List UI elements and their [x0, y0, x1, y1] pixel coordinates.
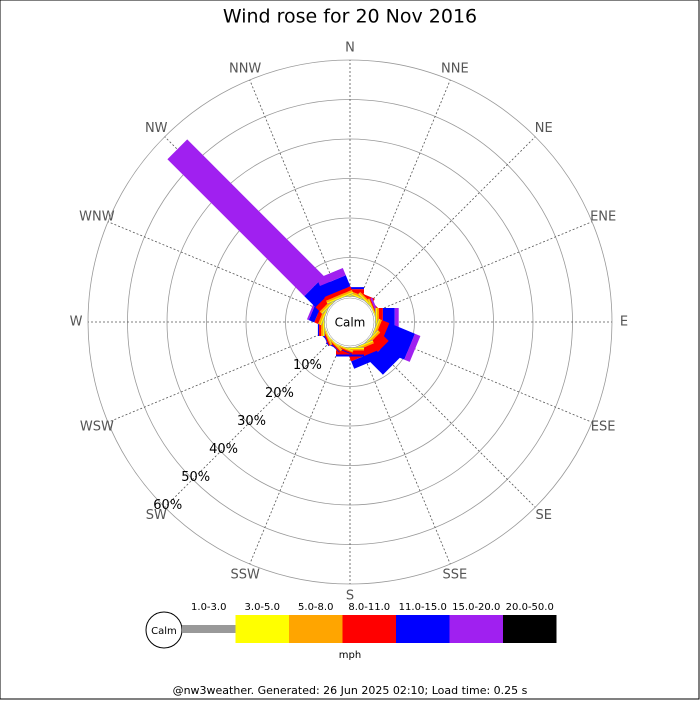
direction-label: NE [535, 121, 553, 136]
calm-label: Calm [335, 316, 366, 330]
rose-segment [326, 291, 354, 304]
spoke [164, 339, 333, 508]
legend-calm-label: Calm [151, 626, 177, 637]
legend-title: mph [339, 650, 361, 661]
direction-label: E [620, 315, 628, 330]
chart-title: Wind rose for 20 Nov 2016 [223, 6, 477, 28]
grid-ring [285, 257, 415, 387]
spoke [372, 221, 593, 313]
rose-segment [351, 350, 381, 369]
direction-label: NNE [441, 61, 469, 76]
direction-label: W [70, 315, 83, 330]
legend-label: 3.0-5.0 [245, 602, 280, 613]
direction-label: SSW [230, 568, 260, 583]
direction-label: ESE [591, 419, 616, 434]
direction-label: SW [146, 508, 167, 523]
legend-label: 11.0-15.0 [399, 602, 447, 613]
spoke [367, 339, 536, 508]
grid-ring [245, 217, 455, 427]
ring-label: 50% [181, 470, 210, 485]
direction-label: NNW [229, 61, 261, 76]
legend-swatch [182, 625, 236, 633]
legend-label: 1.0-3.0 [191, 602, 226, 613]
ring-label: 60% [153, 498, 182, 513]
legend-label: 15.0-20.0 [452, 602, 500, 613]
bars [167, 139, 421, 375]
legend-label: 20.0-50.0 [506, 602, 554, 613]
legend-swatch [235, 615, 289, 643]
spoke [372, 331, 593, 423]
footer: @nw3weather. Generated: 26 Jun 2025 02:1… [173, 684, 528, 697]
legend-swatch [396, 615, 450, 643]
ring-labels: 10% 20% 30% 40% 50% 60% [153, 358, 322, 513]
legend-label: 5.0-8.0 [298, 602, 333, 613]
calm-circle [325, 297, 375, 347]
rose-segment [167, 139, 325, 297]
legend-swatch [342, 615, 396, 643]
spoke [107, 331, 328, 423]
direction-label: WSW [80, 419, 114, 434]
rose-segment [316, 268, 346, 287]
legend-swatch [503, 615, 557, 643]
direction-label: SE [536, 508, 552, 523]
rose-segment [368, 340, 403, 375]
direction-label: ENE [590, 210, 616, 225]
spoke [359, 344, 451, 565]
rose-segment [404, 333, 421, 362]
spoke [249, 79, 341, 300]
rose-segment [324, 286, 352, 301]
rose-segment [336, 354, 364, 357]
legend-swatch [289, 615, 343, 643]
grid-ring [206, 178, 494, 466]
spoke [249, 344, 341, 565]
ring-label: 10% [293, 358, 322, 373]
direction-label: NW [145, 121, 168, 136]
direction-label: WNW [79, 210, 115, 225]
legend-swatch [449, 615, 503, 643]
grid: N NNE NE ENE E ESE SE SSE S SSW SW WSW W WNW NW NNW [70, 41, 629, 604]
rose-segment [327, 292, 354, 305]
ring-label: 30% [237, 414, 266, 429]
rose-segment [325, 289, 353, 303]
spoke [107, 221, 328, 313]
direction-label: SSE [442, 568, 467, 583]
ring-label: 20% [265, 386, 294, 401]
spoke [367, 136, 536, 305]
spoke [359, 79, 451, 300]
rose-segment [319, 275, 351, 297]
direction-label: N [345, 41, 355, 56]
direction-label: S [346, 589, 354, 604]
legend-label: 8.0-11.0 [348, 602, 390, 613]
legend: Calm mph 1.0-3.0 3.0-5.0 5.0-8.0 8.0-11.0 11… [145, 602, 557, 661]
ring-label: 40% [209, 442, 238, 457]
